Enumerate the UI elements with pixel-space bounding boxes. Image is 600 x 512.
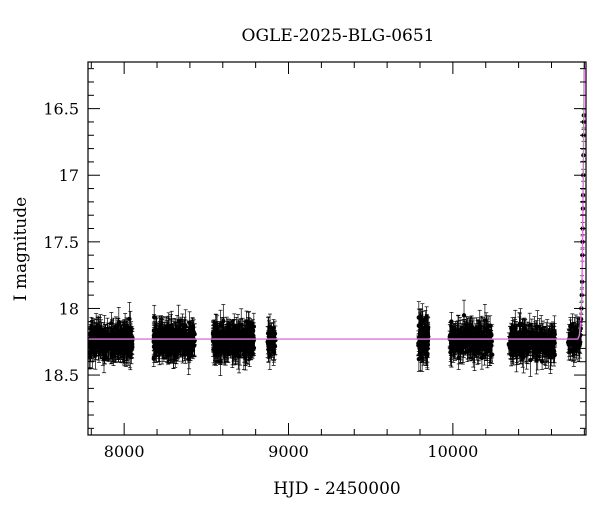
plot-frame — [87, 61, 587, 436]
data-layer — [87, 108, 587, 377]
x-tick-label: 10000 — [427, 442, 478, 461]
model-curve — [88, 61, 585, 340]
chart-title: OGLE-2025-BLG-0651 — [242, 26, 435, 46]
data-point — [272, 320, 278, 347]
data-point — [221, 304, 226, 338]
data-point — [512, 333, 517, 351]
data-point — [99, 326, 105, 355]
data-point — [525, 321, 530, 342]
data-point — [468, 316, 473, 350]
data-point — [118, 320, 123, 350]
data-point — [508, 342, 514, 367]
data-point — [111, 330, 117, 358]
data-point — [114, 324, 119, 348]
model-layer — [88, 61, 585, 340]
data-point — [158, 336, 163, 357]
data-point — [532, 339, 537, 356]
data-point — [463, 328, 468, 356]
data-point — [214, 330, 219, 356]
data-point — [487, 332, 493, 366]
data-point — [522, 339, 528, 363]
labels-layer: 8000 9000 10000 16.5 17 17.5 18 18.5 — [43, 100, 478, 461]
data-point — [417, 308, 422, 343]
data-point — [524, 328, 529, 362]
y-tick-label: 16.5 — [43, 100, 79, 119]
y-tick-label: 18.5 — [43, 366, 79, 385]
data-point — [509, 337, 514, 357]
y-tick-label: 17.5 — [43, 233, 79, 252]
data-point — [211, 319, 216, 348]
data-point — [94, 318, 99, 351]
data-point — [107, 326, 113, 360]
data-point — [425, 324, 431, 349]
data-point — [546, 340, 551, 369]
data-point — [246, 311, 251, 335]
ticks-layer — [88, 62, 586, 435]
y-tick-label: 17 — [59, 166, 79, 185]
data-point — [87, 329, 93, 357]
data-point — [568, 328, 573, 361]
data-point — [163, 330, 169, 353]
data-point — [550, 332, 556, 353]
data-point — [224, 333, 229, 353]
data-point — [539, 327, 545, 345]
data-point — [457, 331, 463, 357]
data-point — [572, 317, 577, 351]
data-point — [170, 323, 175, 345]
x-axis-label: HJD - 2450000 — [273, 479, 401, 499]
data-point — [447, 324, 453, 350]
data-point — [165, 317, 171, 333]
data-point — [186, 321, 191, 347]
data-point — [244, 337, 249, 364]
data-point — [535, 342, 540, 371]
data-point — [159, 315, 164, 336]
data-point — [520, 325, 526, 360]
data-point — [218, 329, 223, 351]
x-tick-label: 9000 — [268, 442, 309, 461]
data-point — [267, 313, 273, 341]
x-tick-label: 8000 — [104, 442, 145, 461]
data-point — [238, 329, 243, 357]
data-point — [249, 336, 254, 360]
data-point — [539, 353, 545, 370]
data-point — [570, 341, 576, 362]
y-axis-label: I magnitude — [11, 197, 31, 301]
data-point — [472, 336, 477, 371]
y-tick-label: 18 — [59, 299, 79, 318]
